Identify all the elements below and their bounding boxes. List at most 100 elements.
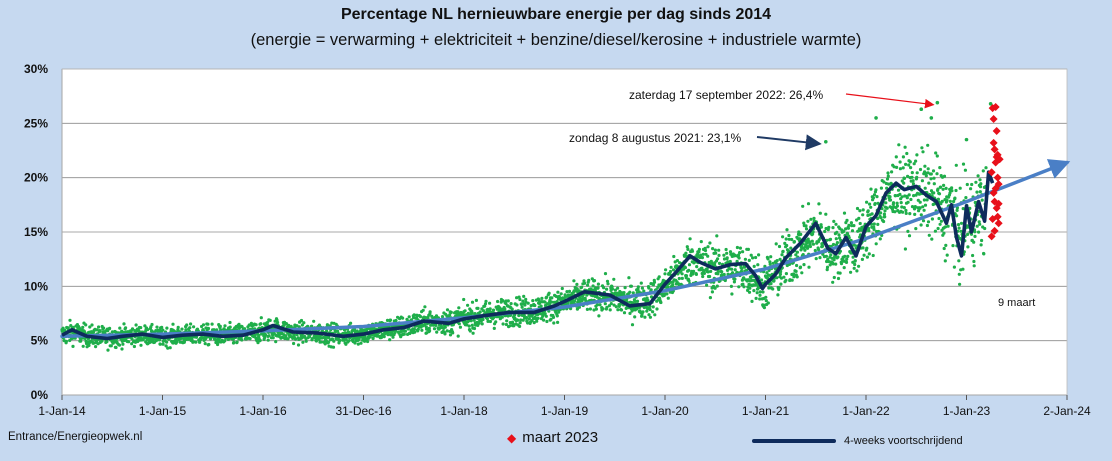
daily-point bbox=[711, 247, 715, 251]
daily-point bbox=[764, 299, 768, 303]
daily-point bbox=[857, 264, 861, 268]
daily-point bbox=[336, 329, 340, 333]
daily-point bbox=[952, 199, 956, 204]
daily-point bbox=[271, 336, 275, 340]
daily-point bbox=[347, 330, 351, 334]
daily-point bbox=[515, 303, 519, 307]
daily-point bbox=[124, 337, 128, 341]
daily-point bbox=[118, 326, 122, 330]
y-tick-label: 10% bbox=[24, 279, 48, 293]
daily-point bbox=[680, 276, 684, 280]
daily-point bbox=[792, 275, 796, 279]
daily-point bbox=[165, 340, 169, 344]
daily-point bbox=[884, 201, 888, 205]
daily-point bbox=[543, 300, 547, 304]
daily-point bbox=[876, 216, 880, 221]
daily-point bbox=[968, 206, 972, 210]
daily-point bbox=[155, 325, 159, 329]
daily-point bbox=[523, 303, 527, 307]
daily-point bbox=[774, 242, 778, 246]
daily-point bbox=[185, 323, 189, 327]
daily-point bbox=[907, 193, 911, 197]
daily-point bbox=[785, 243, 789, 248]
daily-point bbox=[952, 265, 957, 269]
daily-point bbox=[81, 325, 85, 329]
daily-point bbox=[894, 155, 898, 159]
daily-point bbox=[944, 186, 948, 190]
daily-point bbox=[944, 225, 948, 229]
march-2023-point bbox=[991, 103, 1000, 112]
daily-point bbox=[717, 253, 721, 257]
daily-point bbox=[786, 249, 791, 253]
daily-point bbox=[762, 303, 766, 307]
legend-maart-2023: ◆ maart 2023 bbox=[507, 429, 598, 446]
daily-point bbox=[117, 343, 122, 347]
daily-point bbox=[216, 342, 220, 347]
x-tick-label: 1-Jan-15 bbox=[139, 404, 187, 418]
daily-point bbox=[506, 299, 510, 303]
daily-point bbox=[899, 201, 903, 205]
daily-point bbox=[855, 269, 859, 273]
daily-point bbox=[831, 226, 835, 230]
daily-point bbox=[794, 253, 798, 257]
daily-point bbox=[130, 337, 134, 341]
daily-point bbox=[629, 284, 634, 288]
daily-point bbox=[813, 248, 817, 253]
daily-point bbox=[344, 342, 348, 346]
daily-point bbox=[161, 342, 165, 346]
daily-point bbox=[873, 202, 877, 206]
daily-point bbox=[434, 323, 438, 327]
daily-point bbox=[757, 253, 761, 257]
daily-point bbox=[927, 181, 931, 185]
daily-point bbox=[137, 329, 141, 333]
daily-point bbox=[800, 271, 804, 275]
daily-point bbox=[687, 268, 691, 272]
daily-point bbox=[412, 313, 416, 317]
daily-point bbox=[906, 229, 910, 233]
daily-point bbox=[920, 179, 925, 183]
daily-point bbox=[966, 232, 970, 236]
daily-point bbox=[713, 248, 718, 252]
daily-point bbox=[97, 325, 101, 329]
daily-point bbox=[936, 197, 941, 201]
daily-point bbox=[618, 302, 623, 306]
daily-point bbox=[926, 167, 930, 171]
daily-point bbox=[855, 206, 860, 211]
daily-point bbox=[292, 341, 296, 346]
daily-point bbox=[669, 265, 673, 269]
daily-point bbox=[307, 335, 312, 339]
daily-point bbox=[394, 329, 398, 333]
daily-point bbox=[818, 256, 822, 260]
daily-point bbox=[919, 213, 923, 217]
legend-moving-average: 4-weeks voortschrijdend bbox=[752, 435, 963, 447]
daily-point bbox=[299, 318, 304, 323]
daily-point bbox=[827, 225, 831, 229]
daily-point bbox=[79, 339, 83, 343]
daily-point bbox=[399, 329, 403, 333]
daily-point bbox=[555, 314, 559, 318]
daily-point bbox=[797, 230, 801, 234]
daily-point bbox=[413, 330, 417, 334]
daily-point bbox=[517, 313, 521, 318]
daily-point bbox=[808, 244, 813, 249]
daily-point bbox=[970, 182, 974, 187]
daily-point bbox=[407, 315, 411, 319]
daily-point bbox=[312, 319, 316, 323]
daily-point bbox=[194, 340, 198, 344]
daily-point bbox=[612, 277, 616, 281]
march-2023-point bbox=[987, 168, 996, 177]
daily-point bbox=[526, 301, 530, 305]
daily-point bbox=[905, 196, 909, 200]
daily-point bbox=[978, 178, 982, 182]
daily-point bbox=[972, 264, 976, 268]
daily-point bbox=[635, 299, 640, 303]
daily-point bbox=[259, 316, 263, 320]
daily-point bbox=[161, 328, 165, 332]
daily-point bbox=[508, 324, 512, 328]
daily-point bbox=[802, 221, 806, 225]
daily-point bbox=[536, 316, 540, 320]
daily-point bbox=[806, 246, 810, 250]
daily-point bbox=[727, 267, 731, 271]
daily-point bbox=[904, 211, 908, 215]
